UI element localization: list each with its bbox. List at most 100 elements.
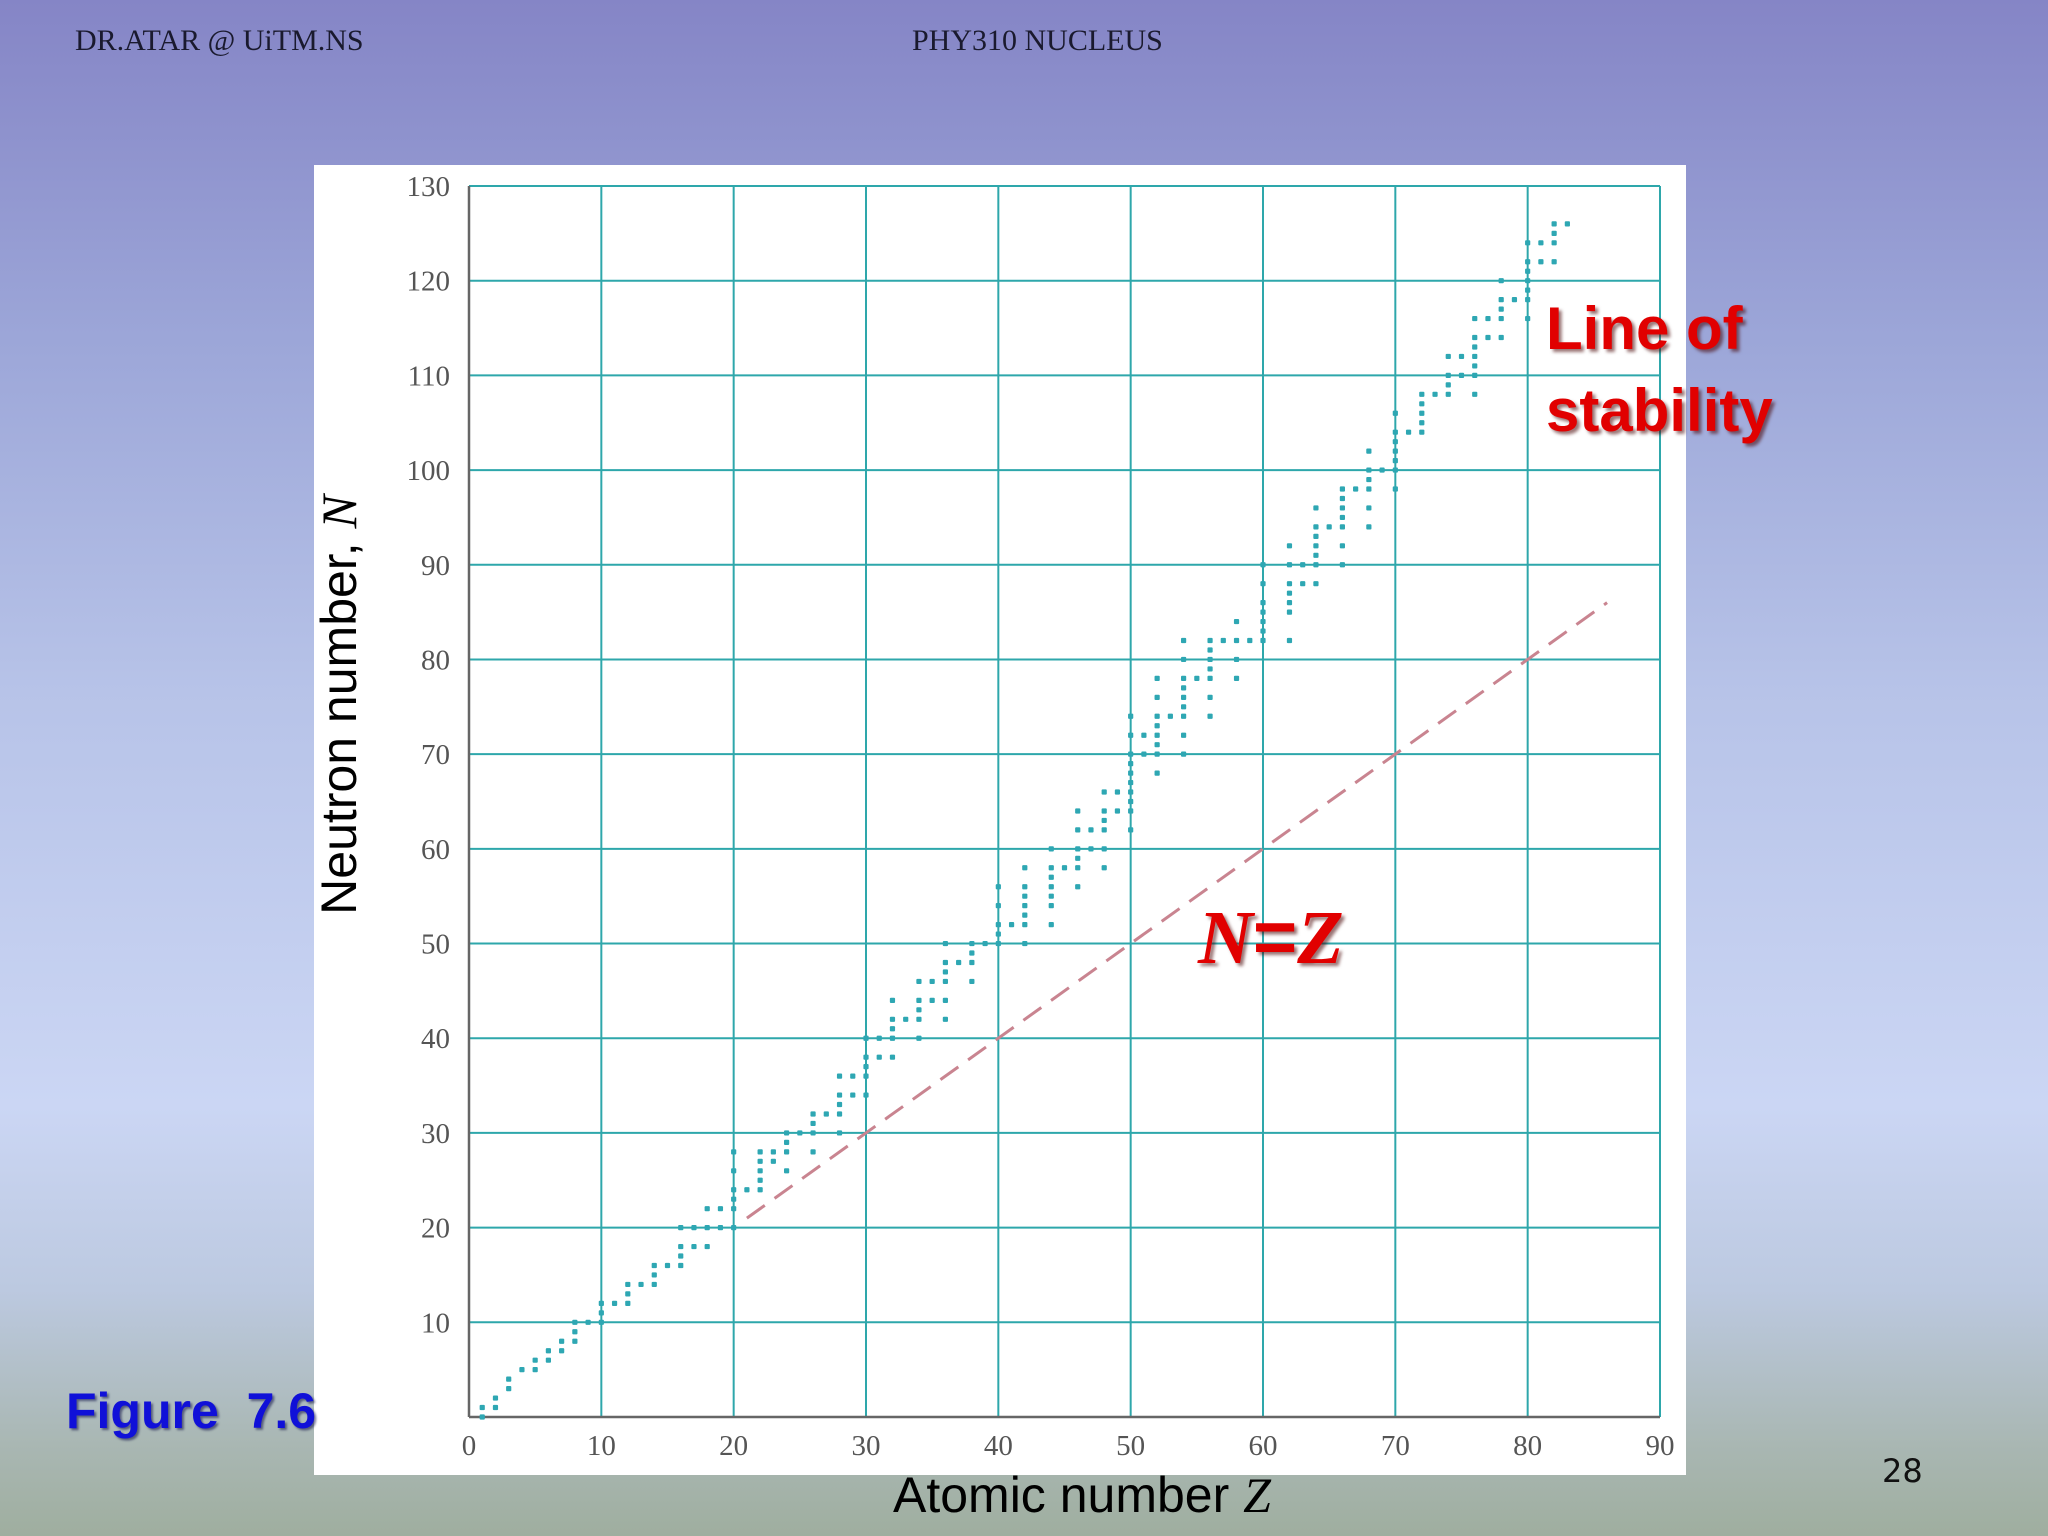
stable-nuclide-point: [1472, 353, 1478, 360]
stable-nuclide-point: [836, 1073, 843, 1079]
stable-nuclide-point: [1207, 675, 1213, 681]
x-tick-80: 80: [1513, 1430, 1542, 1462]
stable-nuclide-point: [916, 1007, 922, 1013]
stable-nuclide-point: [731, 1206, 737, 1212]
y-tick-60: 60: [421, 834, 450, 866]
x-tick-60: 60: [1249, 1430, 1278, 1462]
stable-nuclide-point: [1154, 694, 1160, 700]
stable-nuclide-point: [1128, 808, 1134, 814]
stable-nuclide-point: [784, 1139, 790, 1145]
stable-nuclide-point: [1313, 581, 1319, 587]
stable-nuclide-point: [969, 978, 975, 985]
stable-nuclide-point: [1419, 401, 1425, 407]
stability-chart: 0 10 20 30 40 50 60 70 80 90 10 20 30 40 50 60 70 80 90 100…: [407, 171, 1675, 1462]
y-tick-10: 10: [421, 1307, 450, 1339]
stable-nuclide-point: [757, 1177, 763, 1183]
stable-nuclide-point: [506, 1376, 512, 1382]
stable-nuclide-point: [1525, 287, 1531, 293]
stable-nuclide-point: [1181, 732, 1187, 738]
line-of-stability-annotation: Line of stability: [1546, 288, 1773, 452]
stable-nuclide-point: [559, 1348, 565, 1354]
stable-nuclide-point: [731, 1196, 737, 1202]
y-axis-label-text: Neutron number,: [311, 528, 367, 915]
stable-nuclide-point: [1339, 505, 1345, 511]
y-tick-100: 100: [407, 455, 451, 487]
stable-nuclide-point: [1445, 391, 1451, 397]
stable-nuclide-point: [1339, 495, 1345, 502]
line-of-stability-line1: Line of: [1546, 295, 1743, 362]
nz-reference-layer: [746, 601, 1608, 1220]
stable-nuclide-point: [1458, 372, 1465, 378]
stable-nuclide-point: [1141, 751, 1147, 757]
stable-nuclide-point: [1472, 372, 1478, 378]
stable-nuclide-point: [1114, 808, 1121, 814]
stable-nuclide-point: [731, 1187, 737, 1193]
y-tick-20: 20: [421, 1213, 450, 1245]
stable-nuclide-point: [1181, 675, 1187, 681]
stable-nuclide-point: [717, 1225, 724, 1231]
stable-nuclide-point: [572, 1338, 578, 1344]
stable-nuclide-point: [836, 1111, 843, 1117]
stable-nuclide-point: [1114, 789, 1121, 795]
stable-nuclide-point: [704, 1225, 710, 1231]
x-axis-label: Atomic number Z: [893, 1466, 1271, 1524]
stable-nuclide-point: [1048, 865, 1054, 871]
x-tick-70: 70: [1381, 1430, 1410, 1462]
stable-nuclide-point: [1128, 789, 1134, 795]
stable-nuclide-point: [942, 969, 948, 975]
page-number: 28: [1882, 1452, 1923, 1490]
stable-nuclide-point: [1181, 637, 1187, 644]
stable-nuclide-point: [1154, 675, 1160, 681]
stable-nuclide-point: [1154, 751, 1160, 757]
stable-nuclide-point: [1128, 751, 1134, 757]
stable-nuclide-point: [1260, 581, 1266, 587]
stable-nuclide-point: [942, 959, 948, 966]
stable-nuclide-point: [1286, 581, 1293, 587]
stable-nuclide-point: [757, 1187, 763, 1193]
y-axis-label-variable: N: [311, 495, 367, 529]
stable-nuclide-point: [1551, 230, 1557, 236]
stable-nuclide-point: [1048, 893, 1054, 899]
stable-nuclide-point: [995, 884, 1001, 890]
stable-nuclide-point: [1313, 533, 1319, 539]
stable-nuclide-point: [585, 1319, 591, 1325]
stable-nuclide-point: [731, 1149, 737, 1155]
stable-nuclide-point: [1392, 439, 1398, 445]
stable-nuclide-point: [1088, 846, 1094, 852]
stable-nuclide-point: [1101, 817, 1107, 824]
stable-nuclide-point: [1233, 637, 1240, 644]
stable-nuclide-point: [1498, 334, 1504, 341]
stable-nuclide-point: [1313, 524, 1319, 530]
stable-nuclide-point: [969, 940, 975, 947]
stable-nuclide-point: [1286, 562, 1293, 568]
stable-nuclide-point: [625, 1291, 631, 1297]
stable-nuclide-point: [1445, 353, 1451, 360]
stable-nuclide-point: [757, 1149, 763, 1155]
stable-nuclide-point: [1207, 656, 1213, 663]
stable-nuclide-point: [1525, 240, 1531, 246]
stable-nuclide-point: [956, 959, 962, 966]
stable-nuclide-point: [1339, 562, 1345, 568]
stable-nuclide-point: [1128, 713, 1134, 719]
stable-nuclide-point: [1538, 240, 1544, 246]
y-tick-80: 80: [421, 644, 450, 676]
stable-nuclide-point: [903, 1016, 909, 1022]
stable-nuclide-point: [1022, 922, 1028, 928]
y-tick-110: 110: [408, 360, 450, 392]
y-axis-label: Neutron number, N: [310, 495, 368, 915]
stable-nuclide-point: [1339, 486, 1345, 492]
stable-nuclide-point: [1392, 458, 1398, 464]
stable-nuclide-point: [691, 1225, 697, 1231]
stable-nuclide-point: [995, 931, 1001, 937]
stable-nuclide-point: [1022, 912, 1028, 918]
stable-nuclide-point: [1485, 315, 1491, 322]
stable-nuclide-point: [1353, 486, 1359, 492]
stable-nuclide-point: [863, 1054, 869, 1060]
stable-nuclide-point: [1194, 675, 1200, 681]
stable-nuclide-point: [1075, 884, 1081, 890]
stable-nuclide-point: [572, 1329, 578, 1335]
stable-nuclide-point: [995, 903, 1001, 909]
stable-nuclide-point: [1048, 884, 1054, 890]
stable-nuclide-point: [1260, 600, 1266, 606]
stable-nuclide-point: [1181, 656, 1187, 663]
